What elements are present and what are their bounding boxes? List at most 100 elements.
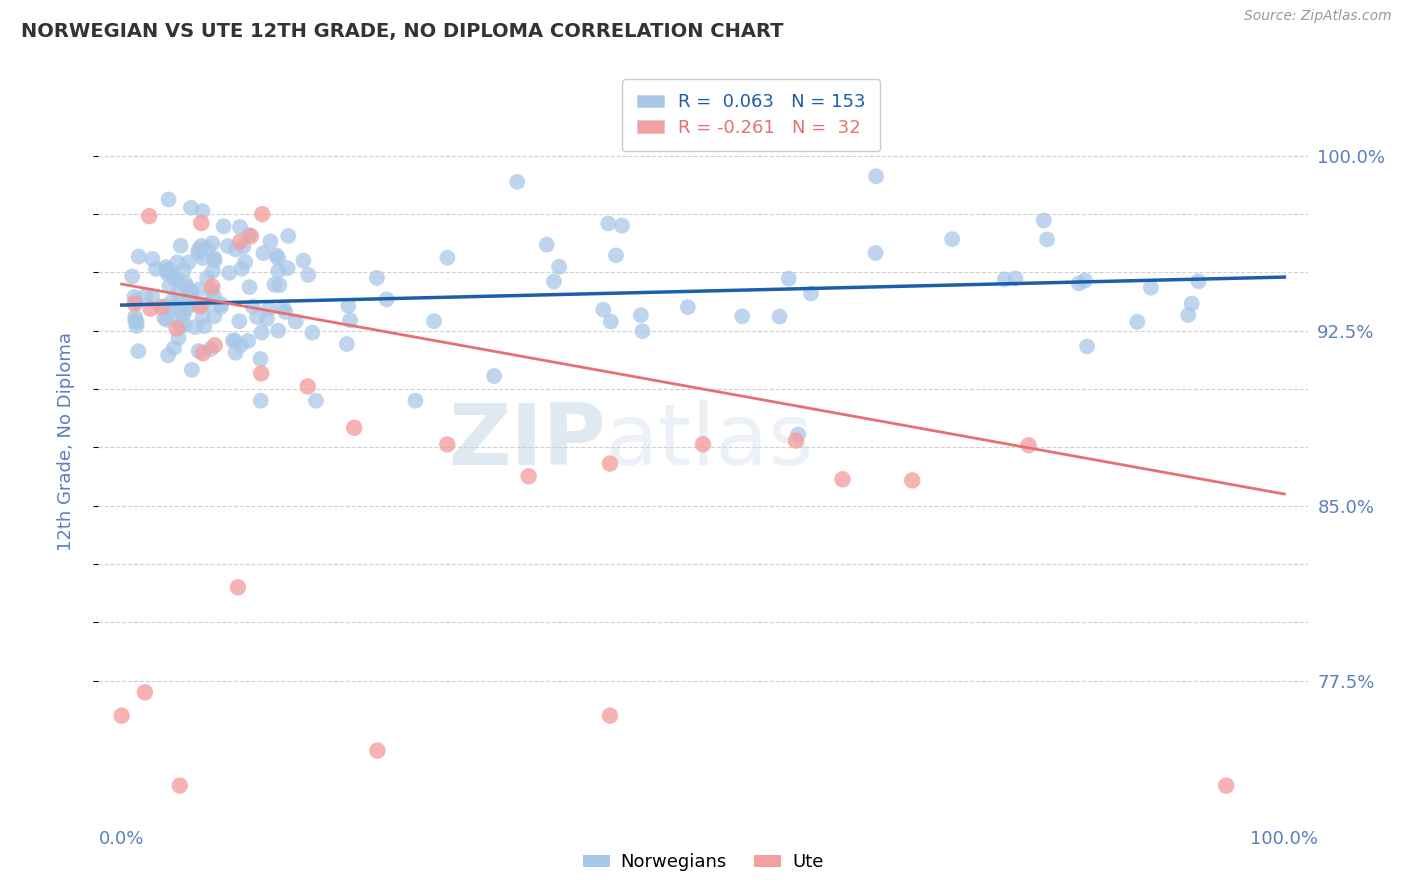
Point (301, 326, 323, 340)
Point (375, 293, 398, 307)
Point (246, 310, 269, 325)
Point (169, 310, 191, 325)
Point (610, 219, 633, 233)
Point (188, 299, 211, 313)
Point (1181, 296, 1204, 310)
Point (180, 285, 202, 299)
Point (1187, 274, 1209, 288)
Point (269, 278, 291, 293)
Point (800, 286, 823, 301)
Point (271, 301, 294, 315)
Point (138, 209, 160, 223)
Point (191, 251, 214, 265)
Point (274, 305, 297, 319)
Point (145, 262, 167, 277)
Point (156, 266, 179, 280)
Point (176, 298, 198, 312)
Point (150, 300, 173, 314)
Point (191, 310, 214, 324)
Point (174, 276, 197, 290)
Legend: Norwegians, Ute: Norwegians, Ute (575, 847, 831, 879)
Point (787, 427, 810, 442)
Point (157, 348, 180, 362)
Point (484, 369, 506, 384)
Point (599, 708, 621, 723)
Point (188, 282, 211, 296)
Point (228, 314, 250, 328)
Point (155, 299, 177, 313)
Point (266, 248, 288, 262)
Point (676, 300, 699, 314)
Point (187, 299, 209, 313)
Point (204, 253, 226, 268)
Point (191, 204, 214, 219)
Point (599, 457, 621, 471)
Point (157, 193, 180, 207)
Point (194, 297, 217, 311)
Legend: R =  0.063   N = 153, R = -0.261   N =  32: R = 0.063 N = 153, R = -0.261 N = 32 (623, 79, 880, 151)
Point (166, 255, 188, 269)
Text: NORWEGIAN VS UTE 12TH GRADE, NO DIPLOMA CORRELATION CHART: NORWEGIAN VS UTE 12TH GRADE, NO DIPLOMA … (21, 22, 783, 41)
Point (180, 201, 202, 215)
Point (222, 334, 245, 348)
Point (212, 219, 235, 234)
Point (778, 271, 800, 285)
Point (231, 261, 253, 276)
Point (768, 310, 790, 324)
Point (229, 235, 252, 249)
Point (297, 379, 319, 393)
Point (201, 264, 224, 278)
Point (187, 343, 209, 358)
Point (125, 318, 148, 333)
Point (404, 393, 426, 408)
Point (297, 268, 319, 282)
Point (163, 271, 186, 285)
Point (731, 310, 754, 324)
Point (169, 779, 191, 793)
Point (257, 301, 280, 316)
Point (125, 315, 148, 329)
Point (337, 299, 360, 313)
Point (599, 315, 621, 329)
Point (901, 474, 924, 488)
Point (267, 251, 290, 265)
Text: atlas: atlas (606, 400, 814, 483)
Point (592, 302, 614, 317)
Point (124, 290, 146, 304)
Point (218, 266, 240, 280)
Point (536, 237, 558, 252)
Point (134, 685, 156, 699)
Point (252, 207, 274, 221)
Point (141, 252, 163, 266)
Point (239, 229, 262, 244)
Point (187, 242, 209, 256)
Point (436, 251, 458, 265)
Point (177, 291, 200, 305)
Point (163, 302, 186, 317)
Point (162, 293, 184, 308)
Text: Source: ZipAtlas.com: Source: ZipAtlas.com (1244, 9, 1392, 23)
Point (160, 266, 183, 280)
Point (238, 334, 260, 348)
Point (193, 319, 215, 334)
Point (339, 313, 361, 327)
Point (155, 260, 177, 274)
Point (202, 288, 225, 302)
Point (692, 437, 714, 451)
Point (436, 437, 458, 451)
Point (941, 232, 963, 246)
Point (163, 300, 186, 314)
Point (165, 273, 187, 287)
Point (159, 279, 181, 293)
Point (232, 239, 254, 253)
Point (124, 297, 146, 311)
Point (1036, 232, 1059, 246)
Point (169, 238, 191, 252)
Point (543, 275, 565, 289)
Point (166, 321, 188, 335)
Point (187, 245, 209, 260)
Point (506, 175, 529, 189)
Point (128, 250, 150, 264)
Point (343, 421, 366, 435)
Point (167, 286, 190, 301)
